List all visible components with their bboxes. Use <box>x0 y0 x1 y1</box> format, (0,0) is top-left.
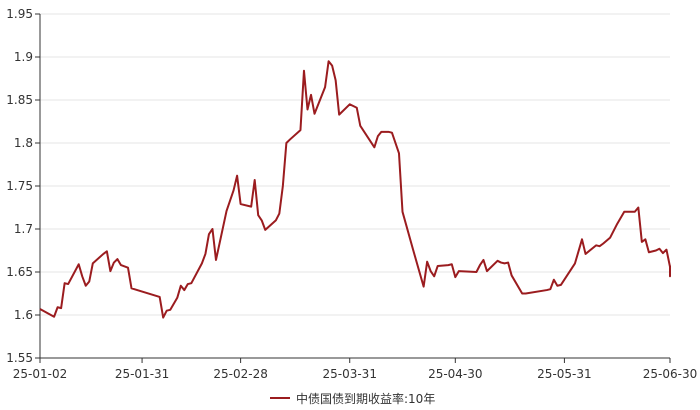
series-line <box>39 60 671 319</box>
x-tick-label: 25-01-02 <box>13 367 67 381</box>
tick-labels: 1.55 1.6 1.65 1.7 1.75 1.8 1.85 1.9 1.95 25-01-02… <box>6 7 697 381</box>
series-layer <box>39 60 671 319</box>
legend-label: 中债国债到期收益率:10年 <box>296 391 436 406</box>
x-tick-label: 25-02-28 <box>213 367 267 381</box>
x-tick-label: 25-03-31 <box>322 367 376 381</box>
x-tick-label: 25-06-30 <box>643 367 697 381</box>
x-tick-label: 25-05-31 <box>537 367 591 381</box>
y-tick-label: 1.7 <box>14 222 33 236</box>
y-tick-label: 1.75 <box>6 179 33 193</box>
legend-swatch <box>270 397 290 399</box>
legend[interactable]: 中债国债到期收益率:10年 <box>270 389 435 407</box>
grid-lines <box>40 13 670 316</box>
y-tick-label: 1.65 <box>6 265 33 279</box>
y-tick-label: 1.9 <box>14 50 33 64</box>
x-tick-label: 25-04-30 <box>428 367 482 381</box>
y-tick-label: 1.8 <box>14 136 33 150</box>
y-tick-label: 1.55 <box>6 351 33 365</box>
axes <box>35 13 671 363</box>
y-tick-label: 1.6 <box>14 308 33 322</box>
y-tick-label: 1.95 <box>6 7 33 21</box>
x-tick-label: 25-01-31 <box>115 367 169 381</box>
y-tick-label: 1.85 <box>6 93 33 107</box>
